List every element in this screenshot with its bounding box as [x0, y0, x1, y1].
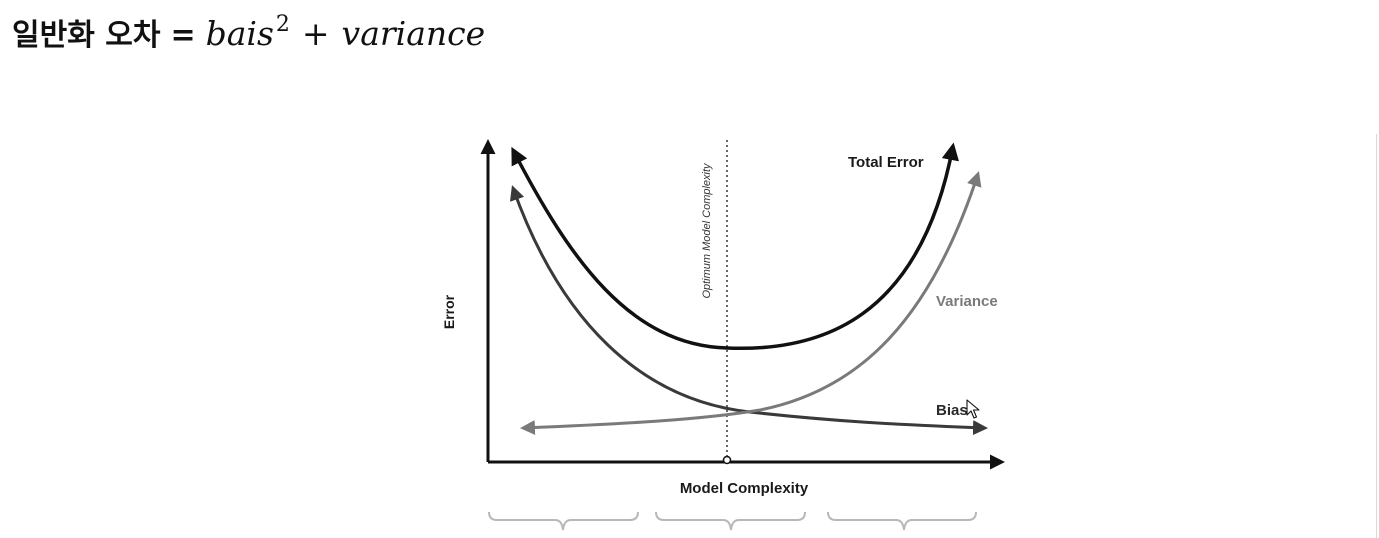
optimum-label: Optimum Model Complexity — [701, 162, 713, 299]
right-divider — [1376, 134, 1377, 538]
heading-label: 일반화 오차 — [12, 18, 161, 53]
optimum-marker — [722, 455, 732, 465]
mouse-cursor-icon — [966, 399, 980, 419]
formula-variance-term: variance — [341, 14, 486, 53]
variance-label: Variance — [936, 293, 998, 310]
bias-label: Bias — [936, 402, 968, 419]
bracket-left — [488, 511, 639, 531]
x-axis-label: Model Complexity — [680, 480, 809, 497]
heading: 일반화 오차 = bais 2 + variance — [12, 10, 485, 70]
formula-bias-term: bais — [205, 14, 274, 53]
total-error-curve — [511, 142, 959, 351]
formula-exponent: 2 — [275, 12, 290, 37]
formula: bais 2 + variance — [205, 12, 486, 53]
variance-curve — [520, 171, 982, 435]
y-axis-label: Error — [441, 294, 457, 329]
bracket-right — [827, 511, 977, 531]
equals-sign: = — [170, 18, 196, 53]
total-error-label: Total Error — [848, 154, 924, 171]
bracket-middle — [655, 511, 806, 531]
formula-operator: + — [301, 14, 330, 53]
